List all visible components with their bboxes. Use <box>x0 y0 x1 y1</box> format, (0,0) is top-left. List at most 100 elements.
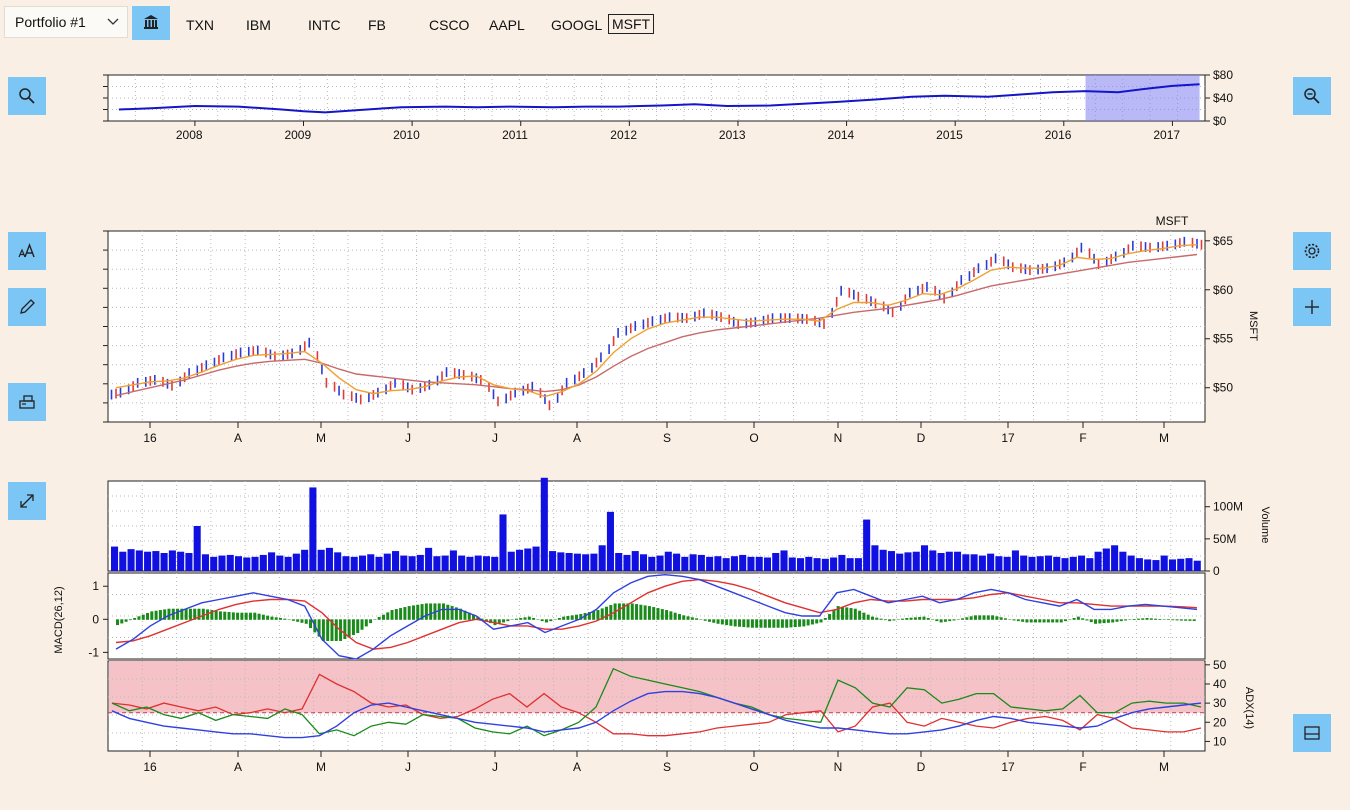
volume-bar <box>697 554 705 571</box>
macd-histogram-bar <box>1124 619 1128 621</box>
macd-histogram-bar <box>1016 619 1020 622</box>
macd-histogram-bar <box>939 619 943 623</box>
ticker-intc[interactable]: INTC <box>308 17 341 33</box>
volume-bar <box>639 554 648 571</box>
volume-bar <box>201 554 209 571</box>
macd-histogram-bar <box>146 613 150 620</box>
volume-bar <box>631 551 639 571</box>
macd-histogram-bar <box>1068 619 1072 620</box>
ticker-msft[interactable]: MSFT <box>608 14 655 34</box>
macd-histogram-bar <box>1094 619 1098 624</box>
macd-histogram-bar <box>1055 619 1059 623</box>
macd-histogram-bar <box>1085 619 1089 621</box>
chevron-down-icon <box>107 7 119 49</box>
ticker-ibm[interactable]: IBM <box>246 17 271 33</box>
zoom-out-button[interactable] <box>1293 77 1331 115</box>
macd-histogram-bar <box>566 616 570 620</box>
volume-bar <box>912 551 920 571</box>
zoom-in-button[interactable] <box>8 77 46 115</box>
macd-histogram-bar <box>1081 618 1085 620</box>
volume-bar <box>119 551 127 571</box>
macd-histogram-bar <box>772 619 776 628</box>
macd-histogram-bar <box>283 618 287 620</box>
volume-bar <box>135 550 143 571</box>
macd-histogram-bar <box>973 615 977 620</box>
ticker-txn[interactable]: TXN <box>186 17 214 33</box>
volume-bar <box>400 555 408 571</box>
price-x-tick-label: D <box>917 431 926 445</box>
macd-histogram-bar <box>536 619 540 620</box>
macd-histogram-bar <box>287 619 291 620</box>
macd-histogram-bar <box>1042 619 1046 623</box>
macd-histogram-bar <box>218 611 222 620</box>
adx-threshold-band <box>109 661 1204 713</box>
volume-bar <box>1078 555 1086 571</box>
macd-histogram-bar <box>733 619 737 627</box>
macd-histogram-bar <box>716 619 720 624</box>
price-x-tick-label: O <box>749 431 758 445</box>
volume-bar <box>466 556 474 571</box>
macd-histogram-bar <box>982 615 986 620</box>
print-button[interactable] <box>8 383 46 421</box>
macd-histogram-bar <box>600 608 604 620</box>
text-size-button[interactable] <box>8 232 46 270</box>
volume-bar <box>623 554 631 571</box>
volume-bar <box>177 551 185 571</box>
adx-x-tick-label: J <box>405 760 411 774</box>
ticker-aapl[interactable]: AAPL <box>489 17 525 33</box>
macd-histogram-bar <box>617 603 621 620</box>
macd-histogram-bar <box>669 611 673 620</box>
macd-histogram-bar <box>137 616 141 620</box>
macd-histogram-bar <box>321 619 325 641</box>
volume-bar <box>1020 555 1028 571</box>
macd-histogram-bar <box>1141 618 1145 620</box>
macd-histogram-bar <box>802 619 806 627</box>
draw-button[interactable] <box>8 288 46 326</box>
volume-bar <box>127 549 135 571</box>
macd-histogram-bar <box>660 609 664 620</box>
volume-bar <box>392 551 400 571</box>
adx-y-tick-label: 10 <box>1213 734 1227 748</box>
macd-histogram-bar <box>390 610 394 620</box>
volume-bar <box>978 555 986 571</box>
macd-histogram-bar <box>116 619 119 626</box>
macd-histogram-bar <box>244 612 248 620</box>
macd-histogram-bar <box>356 619 360 634</box>
adx-line <box>111 690 1202 739</box>
settings-button[interactable] <box>1293 232 1331 270</box>
volume-bar <box>325 547 333 571</box>
price-x-tick-label: M <box>1159 431 1169 445</box>
volume-bar <box>821 558 829 571</box>
price-y-tick-label: $65 <box>1213 234 1233 248</box>
macd-histogram-bar <box>720 619 724 625</box>
macd-histogram-bar <box>592 611 596 620</box>
volume-bar <box>863 519 871 571</box>
volume-bar <box>1168 559 1177 571</box>
macd-histogram-bar <box>819 619 823 623</box>
volume-bar <box>152 551 160 571</box>
macd-y-axis-label: MACD(26,12) <box>53 586 65 653</box>
ticker-googl[interactable]: GOOGL <box>551 17 603 33</box>
macd-histogram-bar <box>810 619 814 625</box>
macd-histogram-bar <box>991 615 995 620</box>
macd-histogram-bar <box>815 619 819 624</box>
macd-histogram-bar <box>176 608 180 620</box>
macd-histogram-bar <box>407 606 411 620</box>
macd-histogram-bar <box>1171 619 1175 621</box>
macd-histogram-bar <box>622 603 626 620</box>
ticker-fb[interactable]: FB <box>368 17 386 33</box>
macd-histogram-bar <box>167 608 171 620</box>
volume-bar <box>458 555 466 571</box>
volume-bar <box>1177 558 1185 571</box>
macd-histogram-bar <box>780 619 784 628</box>
volume-bar <box>515 549 524 571</box>
portfolio-dropdown[interactable]: Portfolio #1 <box>4 6 128 38</box>
ticker-csco[interactable]: CSCO <box>429 17 470 33</box>
expand-button[interactable] <box>8 482 46 520</box>
bank-button[interactable] <box>132 6 170 40</box>
macd-line <box>115 573 1198 660</box>
add-indicator-button[interactable] <box>1293 288 1331 326</box>
macd-histogram-bar <box>630 603 634 620</box>
layout-button[interactable] <box>1293 714 1331 752</box>
